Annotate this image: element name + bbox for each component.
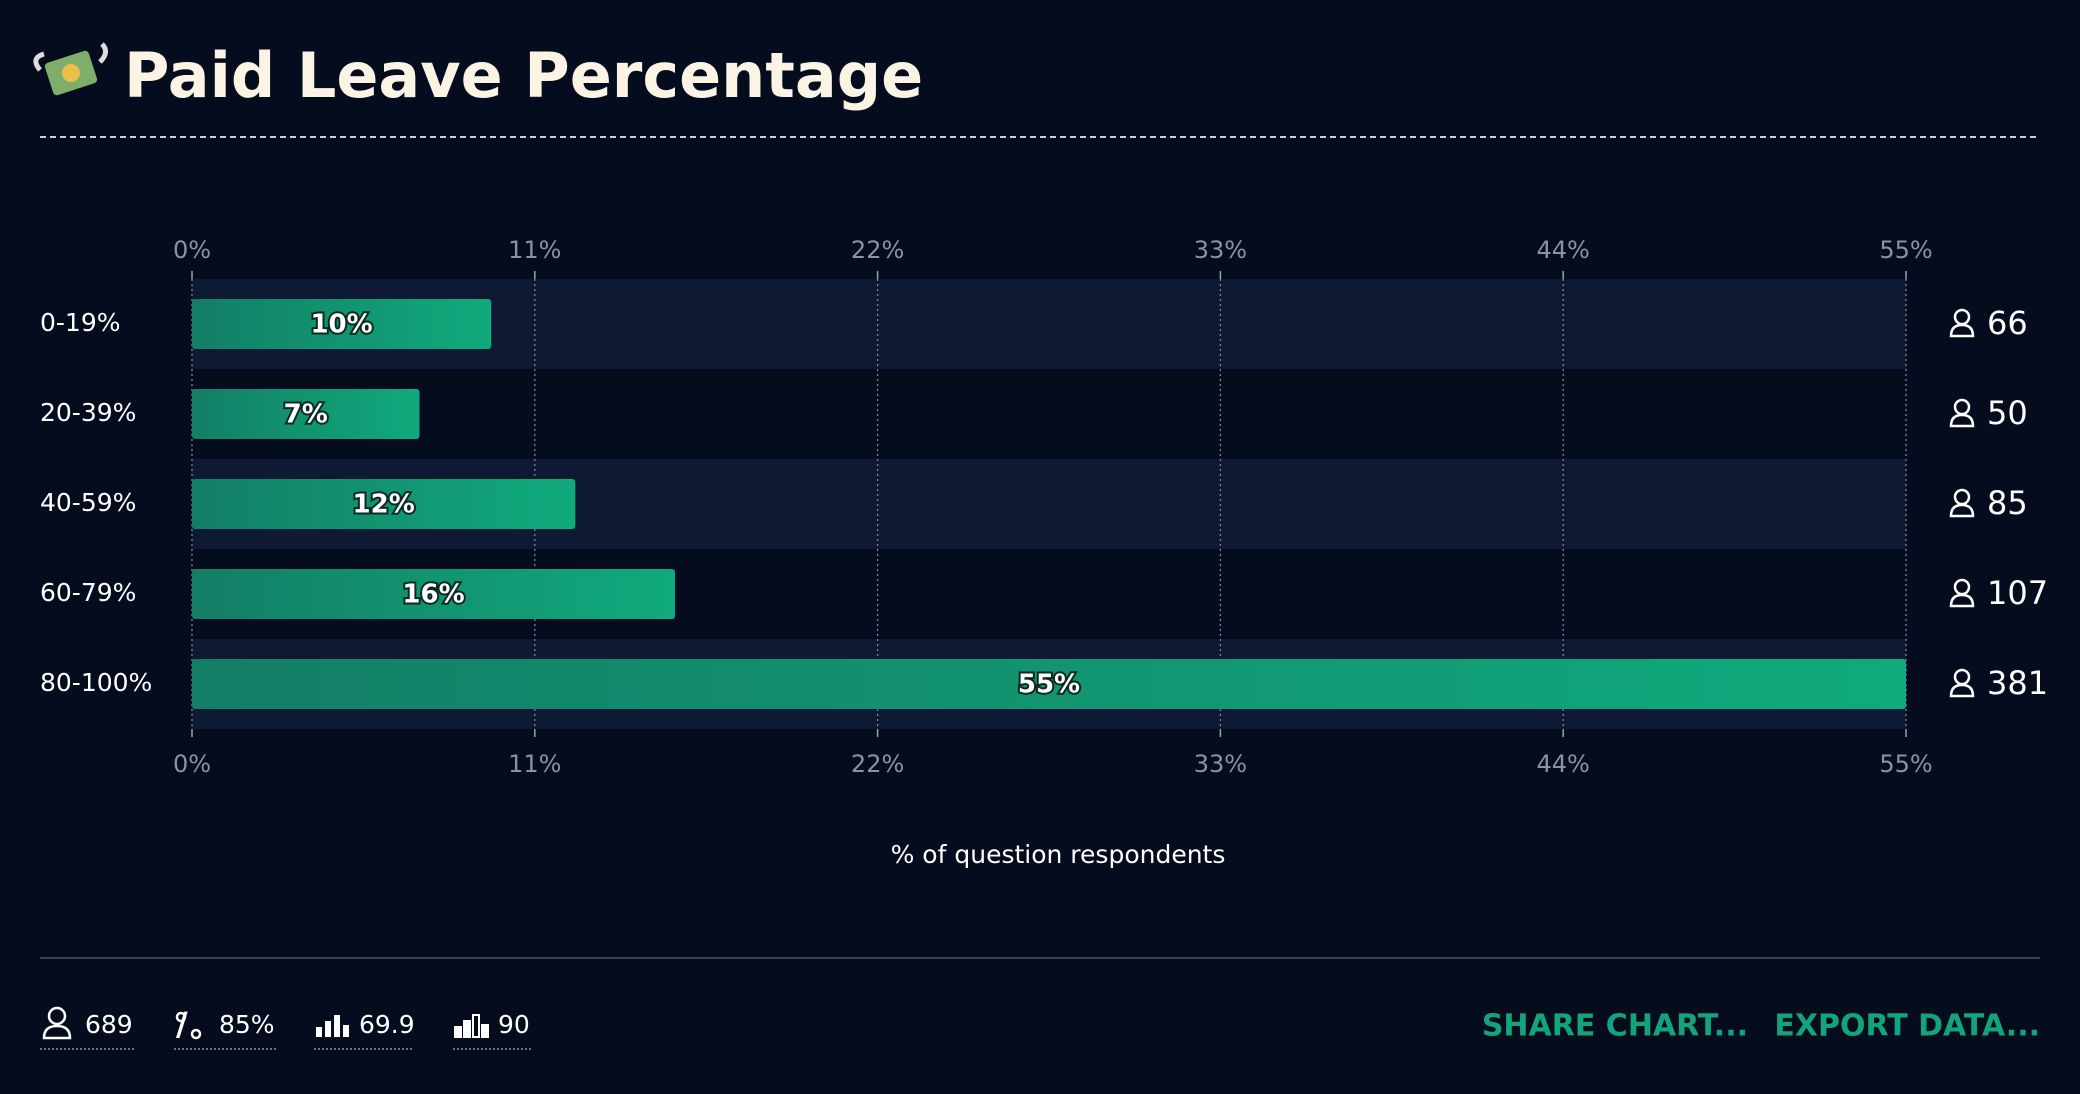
bar <box>192 569 676 619</box>
bar <box>192 659 1906 709</box>
stat-icon: ∕ <box>176 1005 188 1043</box>
x-axis-title: % of question respondents <box>891 840 1226 869</box>
person-icon <box>1949 683 1975 698</box>
bar-value-label: 16% <box>402 580 464 610</box>
bar <box>192 479 576 529</box>
stat-icon <box>175 1011 187 1023</box>
x-tick-label: 22% <box>851 750 904 778</box>
x-tick-label: 44% <box>1537 750 1590 778</box>
stat-icon <box>325 1021 331 1037</box>
x-tick-label: 0% <box>173 236 211 264</box>
footer-stat: 689 <box>85 1010 133 1039</box>
bar-value-label: 7% <box>284 400 328 430</box>
respondent-count: 85 <box>1987 484 2028 522</box>
y-tick-label: 0-19% <box>40 308 121 337</box>
bar <box>192 389 420 439</box>
person-icon <box>1949 503 1975 518</box>
chart: 0% 0% 11% 11% 22% 22% 33% 33% 44% 44% 55% 55% 0-19% 1… <box>40 236 2048 778</box>
person-icon <box>1949 413 1975 428</box>
x-tick-label: 33% <box>1194 236 1247 264</box>
share-chart-button[interactable]: SHARE CHART... <box>1482 1009 1748 1044</box>
stat-icon <box>472 1014 480 1038</box>
person-icon <box>1949 593 1975 608</box>
stat-icon <box>47 1006 67 1026</box>
stat-icon <box>334 1015 340 1037</box>
export-data-button[interactable]: EXPORT DATA... <box>1774 1009 2040 1044</box>
stat-icon <box>190 1028 202 1040</box>
y-tick-label: 20-39% <box>40 398 136 427</box>
stat-icon <box>481 1024 489 1038</box>
x-tick-label: 44% <box>1537 236 1590 264</box>
respondent-count: 66 <box>1987 304 2028 342</box>
page-title: Paid Leave Percentage <box>124 39 923 112</box>
x-tick-label: 55% <box>1879 236 1932 264</box>
bar-value-label: 10% <box>310 310 372 340</box>
stat-icon <box>343 1025 349 1037</box>
x-tick-label: 22% <box>851 236 904 264</box>
person-icon <box>1949 323 1975 338</box>
x-tick-label: 33% <box>1194 750 1247 778</box>
footer: 689 ∕ 85% 69.9 90 SHARE CHART... EXPORT DATA..… <box>40 1005 2040 1050</box>
title-icon <box>33 42 108 96</box>
stat-icon <box>463 1020 471 1038</box>
y-tick-label: 60-79% <box>40 578 136 607</box>
bar <box>192 299 492 349</box>
respondent-count: 381 <box>1987 664 2048 702</box>
respondent-count: 50 <box>1987 394 2028 432</box>
stat-icon <box>316 1027 322 1037</box>
stat-icon <box>42 1024 72 1040</box>
bar-value-label: 12% <box>353 490 415 520</box>
footer-stat: 90 <box>498 1010 530 1039</box>
y-tick-label: 40-59% <box>40 488 136 517</box>
bar-value-label: 55% <box>1018 670 1080 700</box>
x-tick-label: 55% <box>1879 750 1932 778</box>
footer-stat: 69.9 <box>359 1010 415 1039</box>
respondent-count: 107 <box>1987 574 2048 612</box>
footer-stat: 85% <box>219 1010 275 1039</box>
x-tick-label: 0% <box>173 750 211 778</box>
x-tick-label: 11% <box>508 236 561 264</box>
y-tick-label: 80-100% <box>40 668 152 697</box>
x-tick-label: 11% <box>508 750 561 778</box>
stat-icon <box>454 1026 462 1038</box>
